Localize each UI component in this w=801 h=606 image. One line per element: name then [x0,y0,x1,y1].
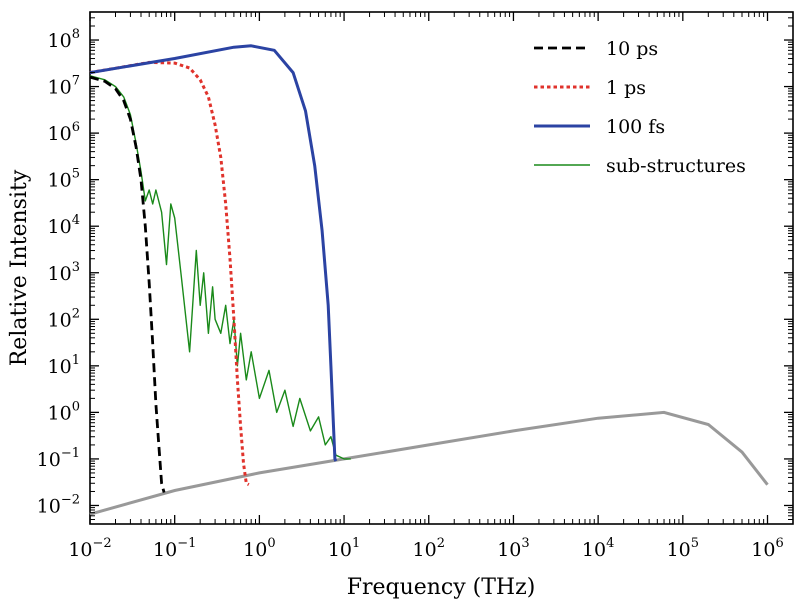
y-tick-label-6: 104 [48,213,80,238]
legend-label-0: 10 ps [606,38,658,60]
y-tick-label-1: 10−1 [37,446,80,471]
background-curve-line [89,410,769,516]
y-axis-label: Relative Intensity [7,169,32,366]
ticks-layer: 10−2 10−1 100 101 102 103 104 105 106 10−2 10−1 100… [37,11,794,561]
y-tick-label-5: 103 [48,260,80,285]
plot-frame [89,11,794,525]
series-line-1 [89,60,250,487]
y-tick-label-4: 102 [48,306,80,331]
legend: 10 ps 1 ps 100 fs sub-structures [534,38,746,177]
x-tick-label-4: 102 [413,536,445,561]
x-tick-label-7: 105 [667,536,699,561]
x-tick-label-0: 10−2 [68,536,111,561]
y-tick-label-7: 105 [48,167,80,192]
series-line-2 [89,44,338,462]
legend-label-2: 100 fs [606,116,665,138]
legend-label-3: sub-structures [606,155,746,177]
x-axis-label: Frequency (THz) [347,575,536,600]
legend-label-1: 1 ps [606,77,646,99]
x-tick-label-2: 100 [243,536,275,561]
x-tick-label-8: 106 [751,536,783,561]
y-tick-label-0: 10−2 [37,492,80,517]
x-tick-label-1: 10−1 [153,536,196,561]
y-tick-label-3: 101 [48,353,80,378]
curves-layer [89,44,769,516]
x-tick-label-3: 101 [328,536,360,561]
x-tick-label-6: 104 [582,536,614,561]
x-tick-label-5: 103 [497,536,529,561]
y-tick-label-2: 100 [48,399,80,424]
series-line-3 [89,75,351,460]
y-tick-label-9: 107 [48,74,80,99]
y-tick-label-10: 108 [48,27,80,52]
series-line-0 [89,75,166,493]
y-tick-label-8: 106 [48,120,80,145]
